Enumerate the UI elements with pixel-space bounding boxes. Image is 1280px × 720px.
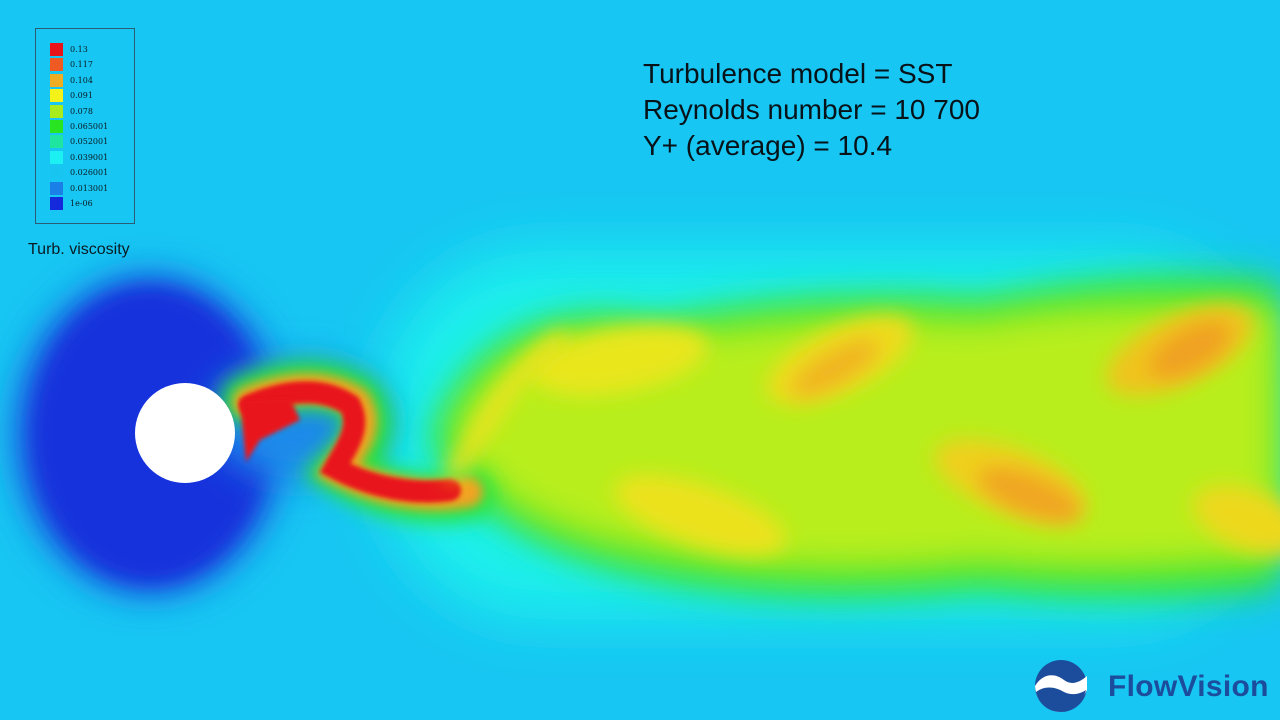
legend-swatch [50, 43, 63, 56]
reynolds-number-text: Reynolds number = 10 700 [643, 94, 980, 125]
legend-label: 0.091 [70, 91, 93, 101]
legend-title: Turb. viscosity [28, 241, 130, 258]
simulation-info: Turbulence model = SST Reynolds number =… [643, 56, 980, 164]
legend-label: 0.026001 [70, 168, 109, 178]
legend-label: 0.052001 [70, 137, 109, 147]
legend-swatch [50, 181, 63, 195]
shear-layer [221, 331, 569, 523]
legend-label: 1e-06 [70, 199, 93, 208]
legend-label: 0.117 [70, 60, 93, 70]
legend-label: 0.13 [70, 45, 88, 54]
legend-swatch [50, 89, 63, 103]
legend-label: 0.104 [70, 75, 93, 85]
legend-swatch [50, 73, 63, 87]
turbulence-model-text: Turbulence model = SST [643, 58, 953, 89]
vortex-street [531, 304, 1280, 555]
color-legend: 0.13 0.117 0.104 0.091 0.078 0.065001 0.052001… [35, 28, 135, 224]
legend-label: 0.078 [70, 106, 93, 116]
legend-label: 0.065001 [70, 122, 109, 131]
wake-band [380, 250, 1280, 620]
legend-swatch [50, 150, 63, 164]
legend-swatch [50, 197, 63, 210]
legend-label: 0.039001 [70, 152, 109, 162]
cylinder [135, 383, 235, 483]
legend-swatch [50, 104, 63, 118]
flowvision-brand: FlowVision [1034, 660, 1274, 712]
legend-label: 0.013001 [70, 183, 109, 193]
legend-swatch [50, 166, 63, 180]
legend-swatch [50, 120, 63, 133]
brand-name: FlowVision [1108, 670, 1269, 703]
legend-swatch [50, 135, 63, 149]
legend-swatch [50, 58, 63, 72]
y-plus-text: Y+ (average) = 10.4 [643, 130, 893, 161]
flowvision-wave-logo-icon [1035, 660, 1087, 712]
